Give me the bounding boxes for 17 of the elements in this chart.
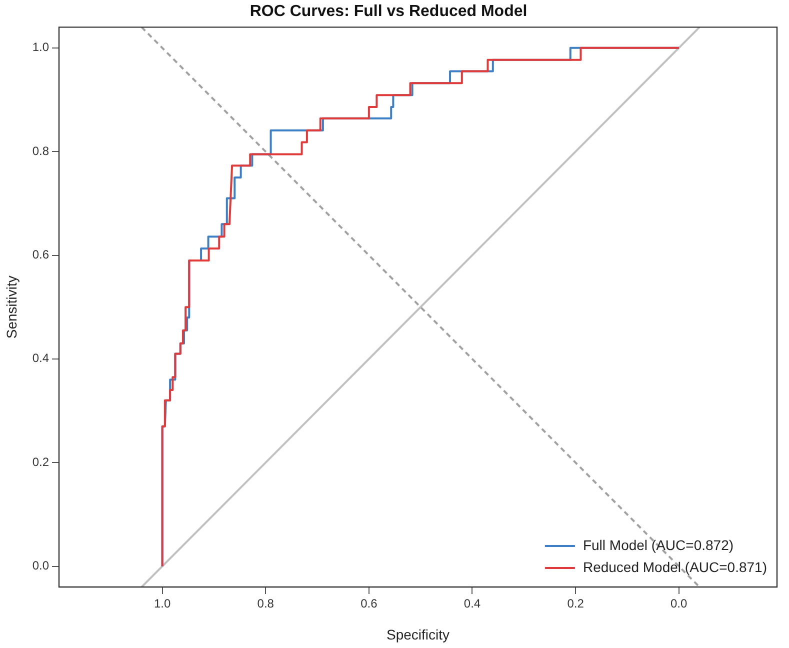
x-axis-title: Specificity	[386, 626, 450, 642]
x-tick-label: 0.8	[257, 596, 274, 611]
chart-title: ROC Curves: Full vs Reduced Model	[250, 3, 528, 20]
legend-label: Full Model (AUC=0.872)	[582, 536, 734, 553]
y-tick-label: 0.6	[32, 248, 50, 262]
x-tick-label: 0.6	[360, 596, 378, 611]
x-tick-label: 1.0	[154, 596, 171, 611]
y-tick-label: 0.0	[32, 558, 50, 573]
y-axis-title: Sensitivity	[3, 276, 20, 339]
y-tick-label: 0.4	[32, 351, 50, 366]
y-tick-label: 0.2	[32, 454, 50, 469]
x-tick-label: 0.0	[670, 596, 688, 611]
legend-label: Reduced Model (AUC=0.871)	[582, 558, 768, 575]
x-tick-label: 0.2	[567, 596, 584, 611]
x-tick-label: 0.4	[464, 596, 481, 611]
y-tick-label: 0.8	[32, 144, 50, 158]
y-tick-label: 1.0	[32, 40, 50, 54]
